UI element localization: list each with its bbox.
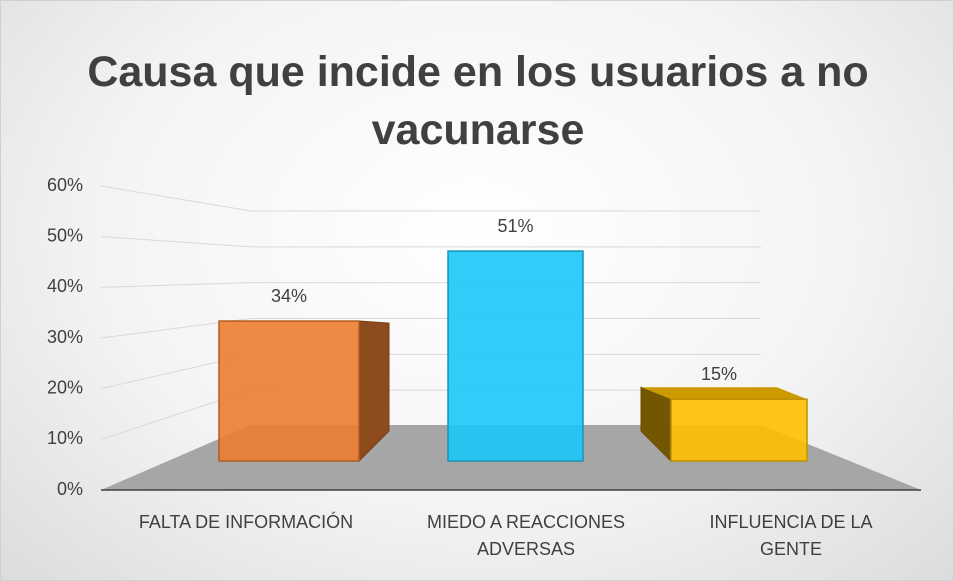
grid-line	[100, 282, 761, 288]
y-tick-label: 30%	[47, 327, 83, 347]
grid-line	[100, 236, 761, 248]
grid-line	[100, 353, 761, 390]
bar-top	[641, 387, 807, 400]
y-tick-label: 40%	[47, 276, 83, 296]
y-tick-label: 60%	[47, 175, 83, 195]
x-tick-label: INFLUENCIA DE LA GENTE	[709, 512, 873, 559]
data-label: 51%	[497, 216, 533, 236]
data-label: 15%	[701, 364, 737, 384]
y-tick-label: 20%	[47, 377, 83, 397]
y-tick-label: 0%	[57, 479, 83, 499]
x-tick-label: FALTA DE INFORMACIÓN	[138, 512, 354, 532]
x-tick-label: MIEDO A REACCIONES ADVERSAS	[426, 512, 626, 559]
bar	[670, 398, 808, 462]
bar	[447, 250, 584, 462]
chart-title: Causa que incide en los usuarios a no va…	[87, 48, 869, 154]
data-label: 34%	[271, 286, 307, 306]
y-tick-label: 50%	[47, 225, 83, 245]
y-tick-label: 10%	[47, 428, 83, 448]
grid-line	[100, 318, 761, 339]
bar	[218, 320, 360, 462]
grid-line	[100, 185, 761, 212]
